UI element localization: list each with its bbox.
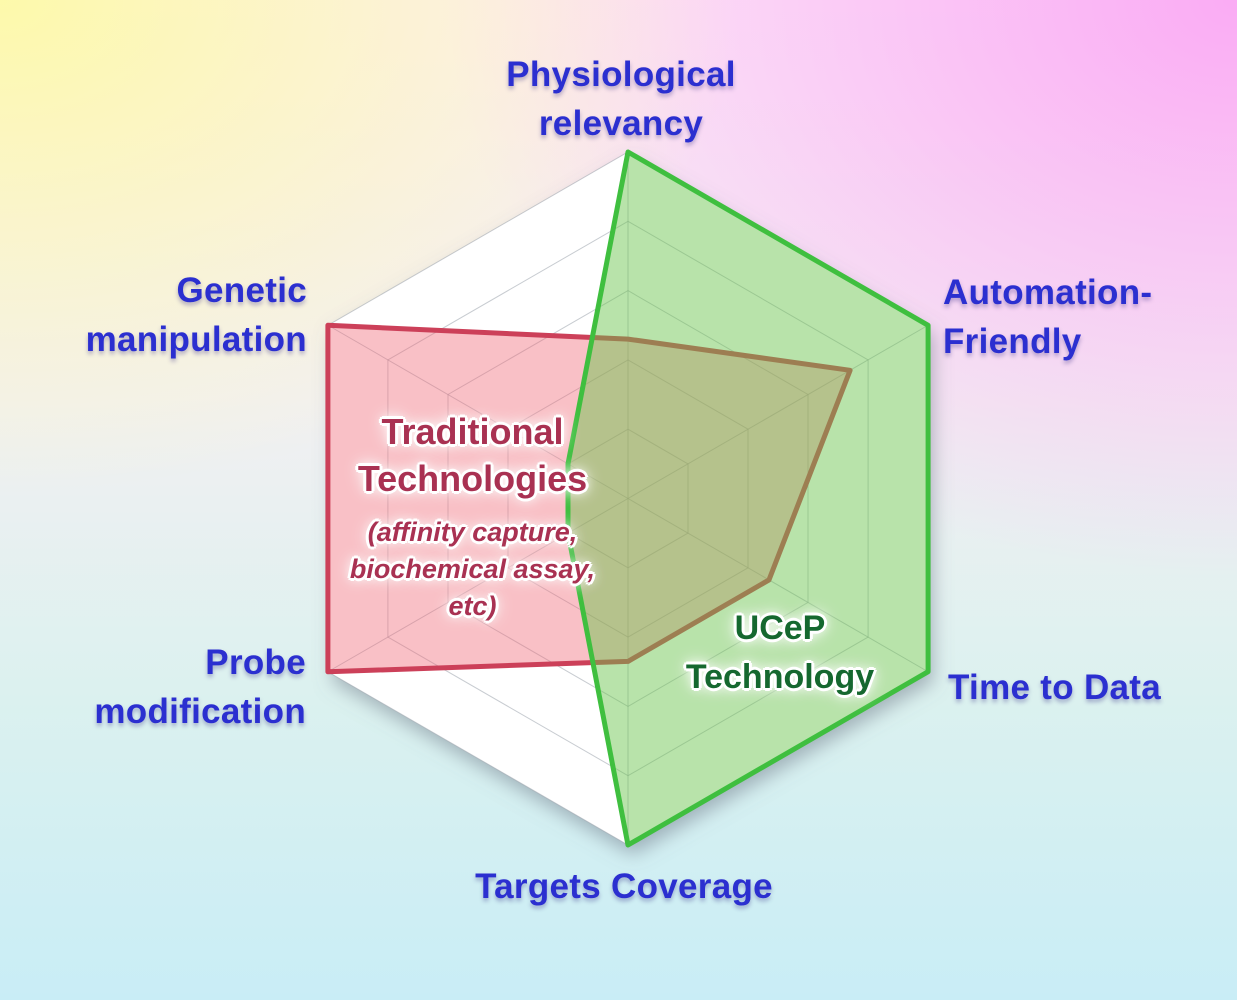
axis-label-targets-coverage: Targets Coverage	[475, 867, 773, 906]
ucep-technology-title: UCeP Technology	[685, 609, 875, 696]
axis-label-automation-friendly: Automation- Friendly	[943, 273, 1153, 361]
axis-label-probe-modification: Probe modification	[94, 643, 306, 731]
traditional-technologies-caption: (affinity capture, biochemical assay, et…	[349, 517, 596, 621]
series-label-traditional-technologies: Traditional Technologies (affinity captu…	[300, 408, 645, 625]
traditional-technologies-title: Traditional Technologies	[357, 411, 588, 499]
axis-label-time-to-data: Time to Data	[948, 668, 1162, 707]
axis-label-physiological-relevancy: Physiological relevancy	[506, 55, 736, 143]
axis-label-genetic-manipulation: Genetic manipulation	[85, 271, 307, 359]
series-label-ucep-technology: UCeP Technology	[630, 604, 930, 702]
